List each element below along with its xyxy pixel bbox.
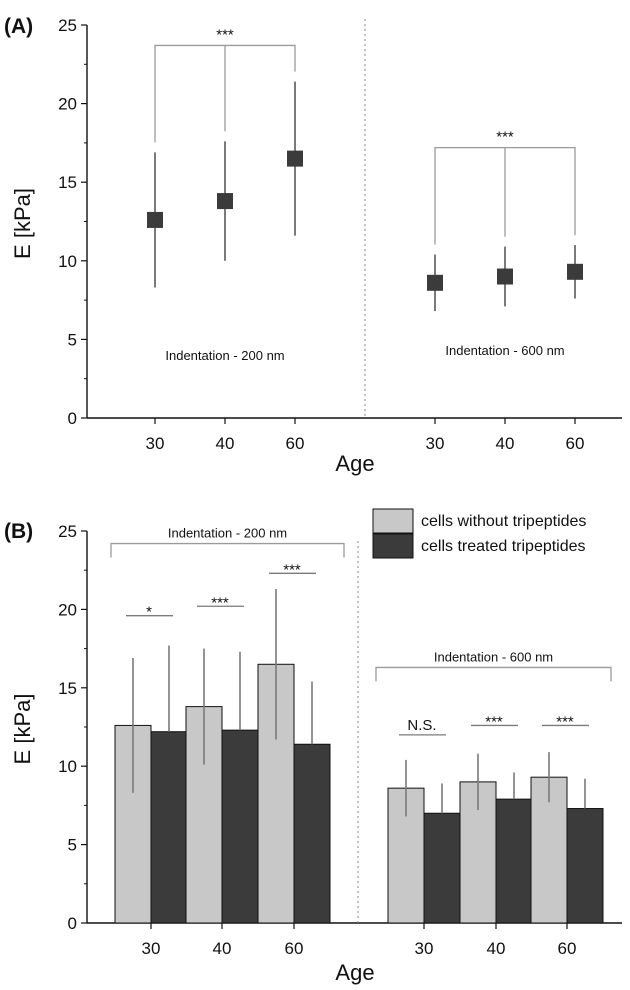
panel-a-y-tick-label: 25 xyxy=(58,16,77,35)
panel-b-bar-treated xyxy=(495,798,533,924)
panel-b-x-axis-title: Age xyxy=(335,960,374,985)
panel-b-x-tick-label: 60 xyxy=(558,939,577,958)
panel-b-x-tick-label: 60 xyxy=(285,939,304,958)
panel-b-indentation-label: Indentation - 200 nm xyxy=(168,526,287,541)
panel-a-data-point xyxy=(287,150,303,167)
panel-b-x-tick-label: 30 xyxy=(142,939,161,958)
panel-b-x-tick-label: 40 xyxy=(213,939,232,958)
panel-b-bar-treated xyxy=(423,812,461,924)
panel-a-data-point xyxy=(497,268,513,285)
panel-a-y-tick-label: 10 xyxy=(58,252,77,271)
panel-b-label: (B) xyxy=(4,520,33,543)
panel-b-significance-label: N.S. xyxy=(407,717,436,734)
panel-a-data-point xyxy=(147,211,163,228)
panel-b: (B) 0 5 10 15 20 25 E [kPa] 30 * 40 *** 60 *** Indenta… xyxy=(4,508,622,985)
panel-b-bar-treated xyxy=(293,743,331,924)
panel-b-group-bracket xyxy=(375,666,612,682)
panel-a-x-axis-title: Age xyxy=(335,451,374,476)
panel-a-y-tick-label: 20 xyxy=(58,95,77,114)
panel-a-indentation-label: Indentation - 600 nm xyxy=(445,343,564,358)
panel-a-data-point xyxy=(567,263,583,280)
panel-b-y-axis-title: E [kPa] xyxy=(10,694,35,765)
panel-b-x-tick-label: 30 xyxy=(415,939,434,958)
panel-a-x-tick-label: 40 xyxy=(496,434,515,453)
panel-a-y-axis-title: E [kPa] xyxy=(10,188,35,259)
panel-b-bar-treated xyxy=(150,731,188,924)
panel-a-significance-label: *** xyxy=(496,129,514,146)
panel-a-y-tick-label: 5 xyxy=(68,330,77,349)
panel-a-y-tick-label: 15 xyxy=(58,173,77,192)
panel-b-bar-treated xyxy=(566,808,604,924)
panel-b-y-tick-label: 0 xyxy=(68,914,77,933)
panel-b-bar-without xyxy=(185,706,223,924)
panel-b-indentation-label: Indentation - 600 nm xyxy=(434,649,553,664)
panel-a-data-point xyxy=(217,193,233,210)
panel-b-significance-label: *** xyxy=(283,561,301,578)
panel-b-significance-label: *** xyxy=(485,713,503,730)
panel-a-x-tick-label: 40 xyxy=(216,434,235,453)
panel-b-y-tick-label: 10 xyxy=(58,757,77,776)
panel-b-y-tick-label: 15 xyxy=(58,679,77,698)
panel-a-y-tick-label: 0 xyxy=(68,409,77,428)
panel-b-group-bracket xyxy=(110,542,345,558)
panel-a-x-tick-label: 60 xyxy=(566,434,585,453)
panel-b-legend-label: cells treated tripeptides xyxy=(421,538,586,555)
panel-b-bar-treated xyxy=(221,729,259,924)
panel-a-x-tick-label: 60 xyxy=(286,434,305,453)
panel-b-y-tick-label: 5 xyxy=(68,836,77,855)
panel-b-y-tick-label: 20 xyxy=(58,600,77,619)
panel-b-significance-label: * xyxy=(146,604,152,621)
panel-a-x-tick-label: 30 xyxy=(426,434,445,453)
panel-b-significance-label: *** xyxy=(211,594,229,611)
panel-a-data-point xyxy=(427,274,443,291)
panel-b-legend-swatch xyxy=(372,508,414,534)
panel-a: (A) 0 5 10 15 20 25 E [kPa] 30 40 60 *** Indentation… xyxy=(4,15,622,476)
panel-a-indentation-label: Indentation - 200 nm xyxy=(165,348,284,363)
panel-b-x-tick-label: 40 xyxy=(487,939,506,958)
panel-a-x-tick-label: 30 xyxy=(146,434,165,453)
panel-b-y-tick-label: 25 xyxy=(58,522,77,541)
panel-b-legend-label: cells without tripeptides xyxy=(421,513,586,530)
panel-a-significance-label: *** xyxy=(216,26,234,43)
panel-b-legend-swatch xyxy=(372,533,414,559)
panel-b-significance-label: *** xyxy=(556,713,574,730)
panel-a-label: (A) xyxy=(4,15,33,38)
